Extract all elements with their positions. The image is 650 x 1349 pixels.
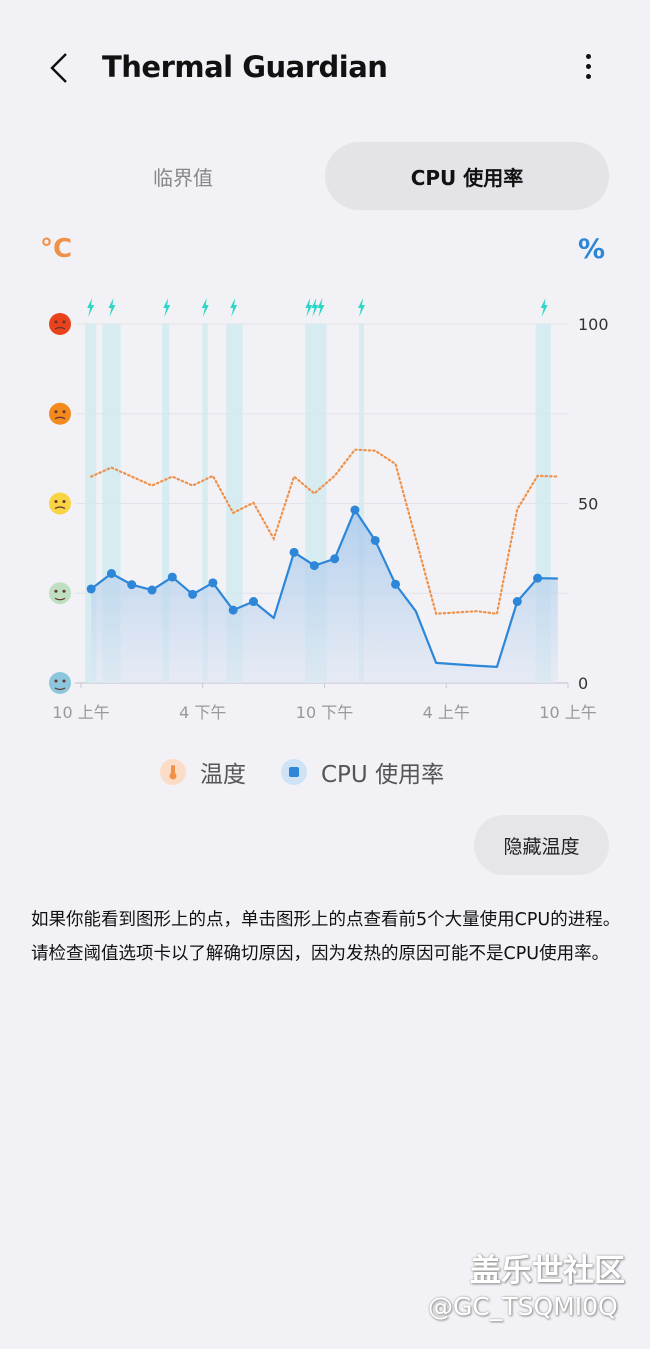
charging-band xyxy=(315,324,327,683)
left-axis-unit: °C xyxy=(40,234,73,264)
face-eye xyxy=(62,320,66,324)
x-tick-label: 4 上午 xyxy=(423,703,470,722)
cpu-data-point[interactable] xyxy=(86,584,96,594)
cpu-data-point[interactable] xyxy=(350,505,360,515)
normal-face-icon xyxy=(49,582,71,605)
thermometer-icon xyxy=(160,759,186,785)
x-tick-label: 4 下午 xyxy=(179,703,226,722)
face-mouth xyxy=(54,597,66,601)
tab-threshold[interactable]: 临界值 xyxy=(153,165,213,190)
charging-band xyxy=(162,324,170,683)
cpu-data-point[interactable] xyxy=(370,535,380,545)
charging-band xyxy=(202,324,208,683)
cpu-data-point[interactable] xyxy=(391,579,401,589)
cpu-data-point[interactable] xyxy=(248,597,258,607)
face-mouth xyxy=(54,687,66,691)
cpu-data-point[interactable] xyxy=(533,573,543,583)
cpu-data-point[interactable] xyxy=(167,572,177,582)
charging-bolt-icon xyxy=(87,298,95,317)
cpu-data-point[interactable] xyxy=(330,554,340,564)
cpu-data-point[interactable] xyxy=(228,605,238,615)
charging-band xyxy=(226,324,243,683)
face-eye xyxy=(54,320,58,324)
charging-bolt-icon xyxy=(305,298,313,317)
watermark-handle: @GC_TSQMI0Q xyxy=(428,1292,618,1321)
right-axis-unit: % xyxy=(578,234,606,265)
charging-bolt-icon xyxy=(317,298,325,317)
charging-band xyxy=(85,324,97,683)
back-button[interactable] xyxy=(44,48,78,88)
charging-bolt-icon xyxy=(358,298,366,317)
y-tick-label: 100 xyxy=(578,315,609,334)
page-title: Thermal Guardian xyxy=(102,50,388,84)
watermark-text: 盖乐世社区 xyxy=(470,1253,625,1289)
description: 如果你能看到图形上的点，单击图形上的点查看前5个大量使用CPU的进程。 请检查阈… xyxy=(31,903,626,971)
y-tick-label: 0 xyxy=(578,674,588,693)
cpu-data-point[interactable] xyxy=(106,569,116,579)
cpu-data-point[interactable] xyxy=(188,589,198,599)
more-vertical-icon xyxy=(585,54,591,59)
x-tick-label: 10 上午 xyxy=(539,703,596,722)
face-eye xyxy=(54,679,58,683)
hide-temperature-button[interactable]: 隐藏温度 xyxy=(474,815,609,875)
x-tick-label: 10 下午 xyxy=(296,703,353,722)
face-eye xyxy=(54,589,58,593)
tab-cpu-usage[interactable]: CPU 使用率 xyxy=(325,142,609,210)
legend-cpu-usage[interactable]: CPU 使用率 xyxy=(281,755,444,789)
face-mouth xyxy=(54,326,66,330)
cpu-data-point[interactable] xyxy=(309,561,319,571)
description-line: 请检查阈值选项卡以了解确切原因，因为发热的原因可能不是CPU使用率。 xyxy=(31,944,610,964)
face-mouth xyxy=(54,506,66,510)
y-tick-label: 50 xyxy=(578,495,598,514)
charging-bolt-icon xyxy=(163,298,171,317)
face-eye xyxy=(62,500,66,503)
cpu-data-point[interactable] xyxy=(289,547,299,557)
hot-face-icon xyxy=(49,402,71,425)
charging-bolt-icon xyxy=(230,298,238,317)
cpu-data-point[interactable] xyxy=(147,585,157,595)
legend-label: 温度 xyxy=(200,762,246,788)
face-eye xyxy=(54,410,58,414)
more-options-button[interactable] xyxy=(574,50,602,86)
chevron-left-icon xyxy=(50,53,67,83)
cpu-data-point[interactable] xyxy=(208,578,218,588)
cpu-data-point[interactable] xyxy=(127,580,137,590)
charging-bolt-icon xyxy=(540,298,548,317)
cpu-usage-area xyxy=(91,509,558,683)
legend-label: CPU 使用率 xyxy=(321,762,445,788)
face-eye xyxy=(62,410,66,414)
cpu-temperature-chart[interactable]: 10 上午 4 下午 10 下午 4 上午 10 上午 0 50 100 xyxy=(0,290,650,730)
cool-face-icon xyxy=(49,672,71,694)
face-eye xyxy=(54,500,58,503)
face-eye xyxy=(62,679,66,683)
charging-bolt-icon xyxy=(108,298,116,317)
description-line: 如果你能看到图形上的点，单击图形上的点查看前5个大量使用CPU的进程。 xyxy=(31,910,621,930)
legend-temperature[interactable]: 温度 xyxy=(160,755,246,789)
charging-bolt-icon xyxy=(311,298,319,317)
warm-face-icon xyxy=(49,492,71,515)
face-eye xyxy=(62,589,66,593)
charging-band xyxy=(305,324,316,683)
cpu-chip-icon xyxy=(281,759,307,785)
x-tick-label: 10 上午 xyxy=(52,703,109,722)
charging-band xyxy=(358,324,365,683)
temperature-line xyxy=(90,448,559,615)
cpu-data-point[interactable] xyxy=(512,597,522,607)
very-hot-face-icon xyxy=(49,313,71,335)
charging-bolt-icon xyxy=(201,298,209,317)
face-mouth xyxy=(54,416,66,420)
